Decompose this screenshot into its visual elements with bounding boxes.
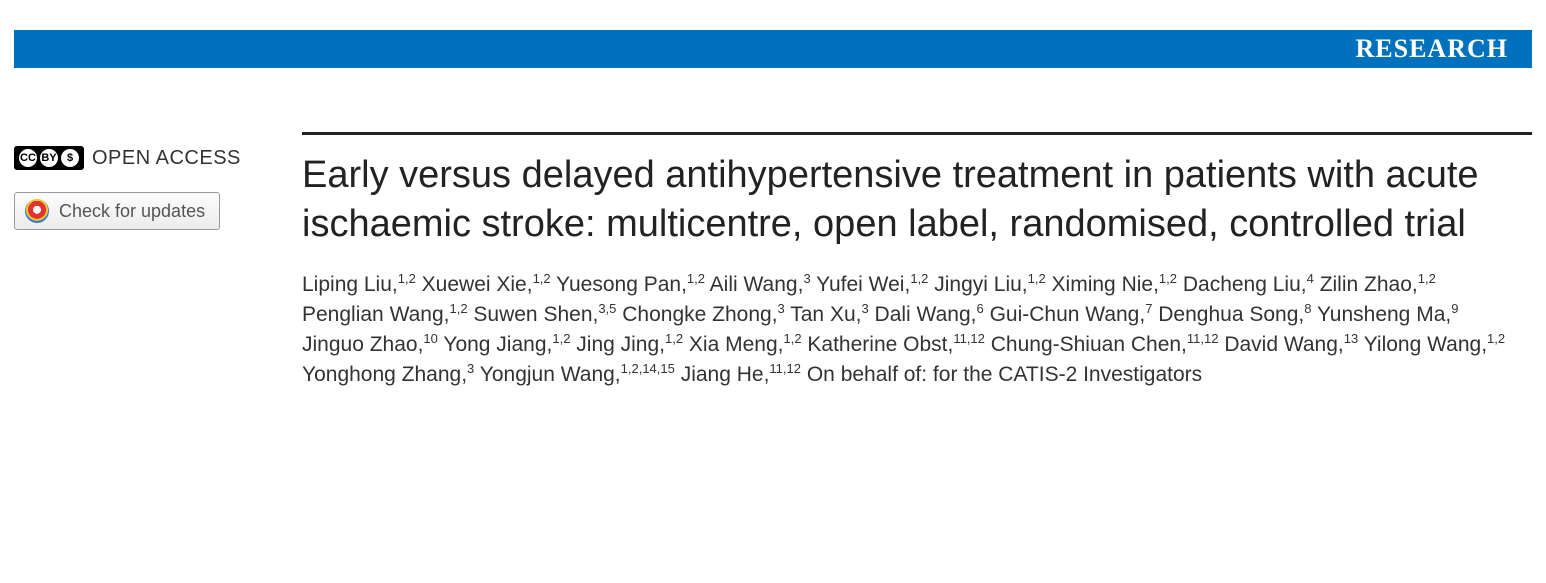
sidebar: CCBY$ OPEN ACCESS Check for updates	[14, 132, 302, 390]
author-affiliation: 1,2	[1159, 271, 1177, 286]
author: Liping Liu,1,2	[302, 273, 416, 296]
author-affiliation: 3,5	[598, 301, 616, 316]
author: Yufei Wei,1,2	[816, 273, 928, 296]
author: Jingyi Liu,1,2	[934, 273, 1045, 296]
author: David Wang,13	[1224, 333, 1358, 356]
open-access-badge: CCBY$ OPEN ACCESS	[14, 146, 302, 170]
cc-license-icon: CCBY$	[14, 146, 84, 170]
author-affiliation: 1,2	[449, 301, 467, 316]
author-affiliation: 1,2	[398, 271, 416, 286]
author: Yunsheng Ma,9	[1317, 303, 1459, 326]
author-affiliation: 11,12	[769, 361, 801, 376]
open-access-label: OPEN ACCESS	[92, 147, 241, 170]
author: Chung-Shiuan Chen,11,12	[991, 333, 1219, 356]
author-affiliation: 3	[467, 361, 474, 376]
author-affiliation: 1,2	[552, 331, 570, 346]
author-affiliation: 4	[1307, 271, 1314, 286]
author-affiliation: 6	[976, 301, 983, 316]
author: Denghua Song,8	[1158, 303, 1311, 326]
author-affiliation: 1,2	[1418, 271, 1436, 286]
author: Yongjun Wang,1,2,14,15	[480, 363, 675, 386]
author: Xia Meng,1,2	[689, 333, 802, 356]
author: Zilin Zhao,1,2	[1320, 273, 1436, 296]
author: Dali Wang,6	[875, 303, 984, 326]
author: Jiang He,11,12	[681, 363, 801, 386]
author-affiliation: 8	[1304, 301, 1311, 316]
content-row: CCBY$ OPEN ACCESS Check for updates Earl…	[14, 132, 1532, 390]
author: Gui-Chun Wang,7	[990, 303, 1153, 326]
author-affiliation: 9	[1451, 301, 1458, 316]
author-affiliation: 1,2	[533, 271, 551, 286]
author: Katherine Obst,11,12	[807, 333, 985, 356]
section-banner: RESEARCH	[14, 30, 1532, 68]
author-affiliation: 1,2	[665, 331, 683, 346]
check-updates-button[interactable]: Check for updates	[14, 192, 220, 230]
author-affiliation: 3	[803, 271, 810, 286]
check-updates-label: Check for updates	[59, 201, 205, 222]
author-affiliation: 3	[861, 301, 868, 316]
author-affiliation: 1,2	[1487, 331, 1505, 346]
author-list-suffix: On behalf of: for the CATIS-2 Investigat…	[807, 363, 1202, 386]
author: Jing Jing,1,2	[576, 333, 683, 356]
author: Yilong Wang,1,2	[1364, 333, 1505, 356]
author-list: Liping Liu,1,2 Xuewei Xie,1,2 Yuesong Pa…	[302, 270, 1522, 389]
author-affiliation: 11,12	[1187, 331, 1219, 346]
crossmark-icon	[25, 199, 49, 223]
author: Dacheng Liu,4	[1183, 273, 1314, 296]
author: Suwen Shen,3,5	[473, 303, 616, 326]
author: Yonghong Zhang,3	[302, 363, 474, 386]
author: Penglian Wang,1,2	[302, 303, 468, 326]
section-banner-label: RESEARCH	[1356, 34, 1508, 64]
author-affiliation: 13	[1344, 331, 1358, 346]
article-header: Early versus delayed antihypertensive tr…	[302, 132, 1532, 390]
author-affiliation: 1,2,14,15	[621, 361, 675, 376]
author: Xuewei Xie,1,2	[422, 273, 551, 296]
author: Tan Xu,3	[790, 303, 868, 326]
author-affiliation: 1,2	[910, 271, 928, 286]
author: Yuesong Pan,1,2	[556, 273, 705, 296]
author-affiliation: 1,2	[783, 331, 801, 346]
article-title: Early versus delayed antihypertensive tr…	[302, 151, 1522, 248]
author-affiliation: 1,2	[1028, 271, 1046, 286]
author: Jinguo Zhao,10	[302, 333, 438, 356]
author-affiliation: 7	[1145, 301, 1152, 316]
author-affiliation: 11,12	[953, 331, 985, 346]
author-affiliation: 10	[423, 331, 437, 346]
author: Aili Wang,3	[710, 273, 811, 296]
author: Chongke Zhong,3	[622, 303, 785, 326]
author-affiliation: 1,2	[687, 271, 705, 286]
author: Yong Jiang,1,2	[443, 333, 570, 356]
author-affiliation: 3	[778, 301, 785, 316]
author: Ximing Nie,1,2	[1052, 273, 1177, 296]
